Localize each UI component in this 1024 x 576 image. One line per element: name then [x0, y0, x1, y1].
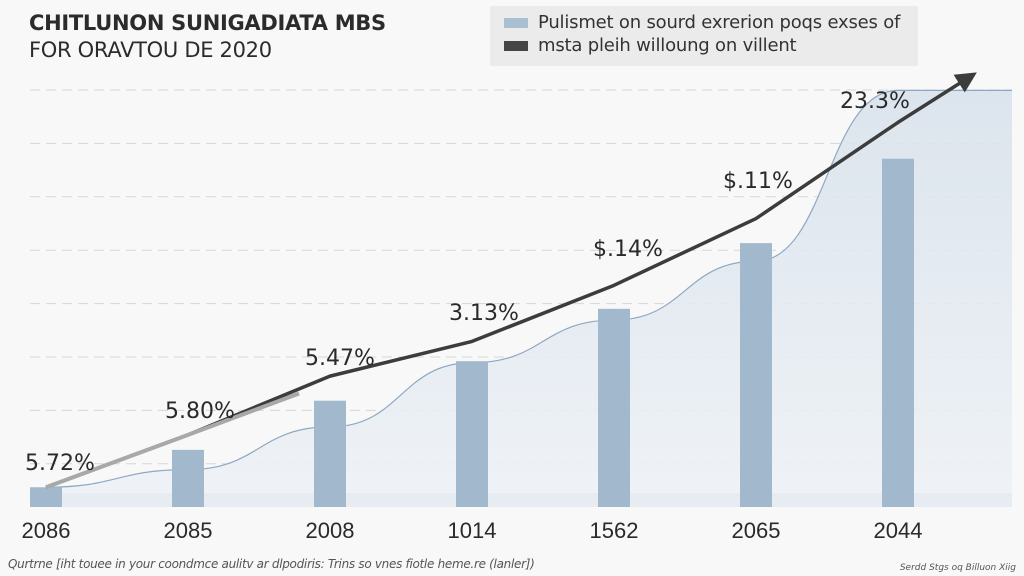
x-tick-label: 1014 — [448, 518, 497, 543]
legend-label-bars: Pulismet on sourd exrerion poqs exses of — [538, 12, 901, 33]
legend-label-line: msta pleih willoung on villent — [538, 35, 797, 56]
bar — [314, 400, 346, 507]
data-label: 5.47% — [305, 346, 375, 371]
footer-note: Qurtrne [iht touee in your coondmce auli… — [8, 557, 535, 571]
legend-swatch-bars — [504, 17, 528, 28]
bar — [172, 449, 204, 507]
bar-series — [30, 158, 914, 507]
legend: Pulismet on sourd exrerion poqs exses of… — [490, 6, 918, 66]
x-axis-tick-labels: 2086 2085 2008 1014 1562 2065 2044 — [22, 518, 923, 543]
trend-line-faded-start — [45, 391, 300, 490]
x-tick-label: 2065 — [732, 518, 781, 543]
area-fill — [30, 90, 1012, 508]
bar — [456, 361, 488, 507]
area-series — [30, 89, 1012, 508]
chart-title-line-1: CHITLUNON SUNIGADIATA MBS — [29, 11, 386, 35]
line-series — [45, 72, 977, 490]
bar — [598, 308, 630, 507]
x-tick-label: 2008 — [306, 518, 355, 543]
chart-title: CHITLUNON SUNIGADIATA MBS FOR ORAVTOU DE… — [29, 10, 386, 64]
data-label: 3.13% — [449, 301, 519, 326]
x-tick-label: 1562 — [590, 518, 639, 543]
legend-swatch-line — [504, 40, 528, 51]
data-label: $.11% — [723, 169, 793, 194]
data-label: $.14% — [593, 237, 663, 262]
legend-item-line: msta pleih willoung on villent — [504, 35, 797, 56]
legend-item-bars: Pulismet on sourd exrerion poqs exses of — [504, 12, 900, 33]
x-tick-label: 2085 — [164, 518, 213, 543]
data-label: 23.3% — [840, 89, 910, 114]
bar — [882, 158, 914, 507]
data-labels: 5.72% 5.80% 5.47% 3.13% $.14% $.11% 23.3% — [25, 89, 910, 476]
bar — [740, 243, 772, 507]
bar — [30, 487, 62, 507]
x-tick-label: 2044 — [874, 518, 923, 543]
chart-subtitle: FOR ORAVTOU DE 2020 — [29, 38, 272, 62]
footer-source: Serdd Stgs oq Billuon Xiig — [899, 563, 1016, 573]
data-label: 5.80% — [165, 399, 235, 424]
data-label: 5.72% — [25, 451, 95, 476]
x-tick-label: 2086 — [22, 518, 71, 543]
